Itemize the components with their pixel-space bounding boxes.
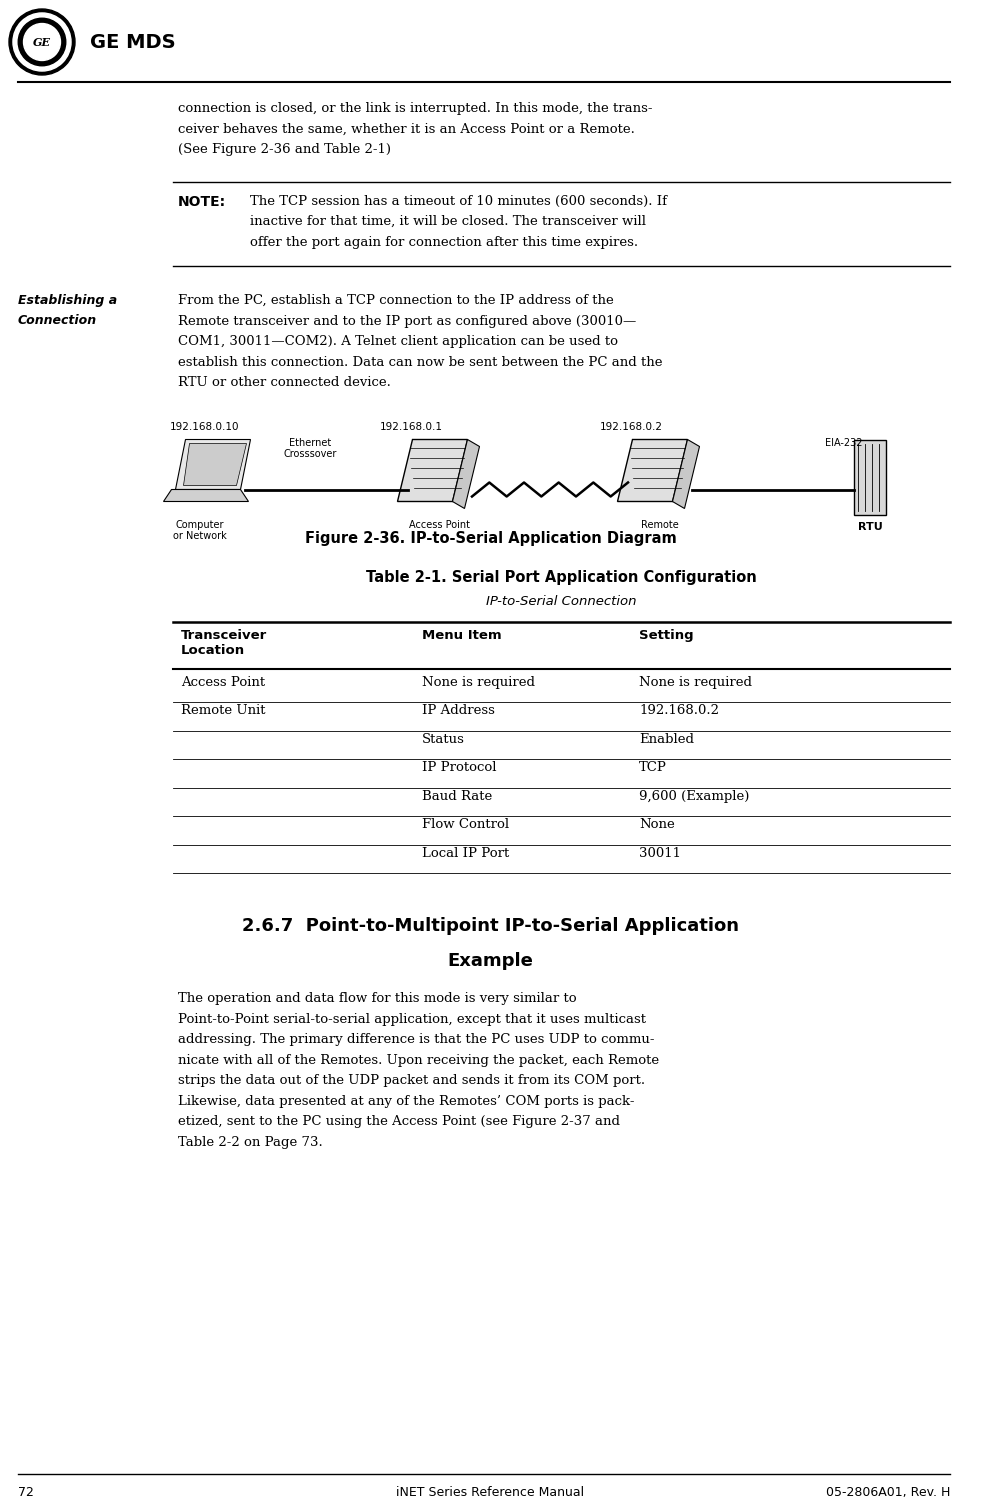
Text: Enabled: Enabled (640, 732, 695, 746)
Text: Flow Control: Flow Control (422, 818, 509, 832)
Text: connection is closed, or the link is interrupted. In this mode, the trans-: connection is closed, or the link is int… (178, 102, 652, 114)
Text: GE MDS: GE MDS (90, 33, 176, 51)
Text: Local IP Port: Local IP Port (422, 847, 509, 859)
Circle shape (19, 18, 66, 66)
Text: Baud Rate: Baud Rate (422, 790, 491, 803)
Text: 2.6.7  Point-to-Multipoint IP-to-Serial Application: 2.6.7 Point-to-Multipoint IP-to-Serial A… (242, 917, 739, 935)
Text: EIA-232: EIA-232 (825, 438, 862, 448)
Polygon shape (397, 439, 468, 501)
Text: Remote: Remote (642, 519, 679, 529)
Text: Table 2-1. Serial Port Application Configuration: Table 2-1. Serial Port Application Confi… (366, 570, 757, 585)
Text: 192.168.0.2: 192.168.0.2 (600, 421, 663, 432)
Text: inactive for that time, it will be closed. The transceiver will: inactive for that time, it will be close… (250, 215, 646, 229)
Text: 192.168.0.10: 192.168.0.10 (170, 421, 239, 432)
Text: 9,600 (Example): 9,600 (Example) (640, 790, 749, 803)
Text: None is required: None is required (640, 675, 752, 689)
Text: NOTE:: NOTE: (178, 194, 227, 209)
Text: Remote transceiver and to the IP port as configured above (30010—: Remote transceiver and to the IP port as… (178, 314, 637, 328)
Text: 05-2806A01, Rev. H: 05-2806A01, Rev. H (826, 1486, 950, 1499)
Text: Establishing a: Establishing a (18, 293, 117, 307)
Text: nicate with all of the Remotes. Upon receiving the packet, each Remote: nicate with all of the Remotes. Upon rec… (178, 1053, 659, 1066)
Circle shape (9, 9, 75, 75)
Text: Connection: Connection (18, 314, 97, 328)
Text: strips the data out of the UDP packet and sends it from its COM port.: strips the data out of the UDP packet an… (178, 1074, 645, 1087)
Text: The operation and data flow for this mode is very similar to: The operation and data flow for this mod… (178, 993, 577, 1005)
Text: IP Address: IP Address (422, 704, 494, 717)
Text: TCP: TCP (640, 761, 667, 775)
Text: From the PC, establish a TCP connection to the IP address of the: From the PC, establish a TCP connection … (178, 293, 614, 307)
Text: RTU or other connected device.: RTU or other connected device. (178, 376, 390, 390)
Text: Setting: Setting (640, 629, 694, 642)
Polygon shape (164, 489, 248, 501)
Text: 30011: 30011 (640, 847, 681, 859)
Text: iNET Series Reference Manual: iNET Series Reference Manual (396, 1486, 585, 1499)
Text: Menu Item: Menu Item (422, 629, 501, 642)
Text: addressing. The primary difference is that the PC uses UDP to commu-: addressing. The primary difference is th… (178, 1033, 654, 1045)
Text: RTU: RTU (857, 522, 882, 532)
Text: Status: Status (422, 732, 465, 746)
Text: IP-to-Serial Connection: IP-to-Serial Connection (487, 594, 637, 608)
Text: Likewise, data presented at any of the Remotes’ COM ports is pack-: Likewise, data presented at any of the R… (178, 1095, 635, 1107)
Polygon shape (183, 444, 246, 486)
Text: Access Point: Access Point (409, 519, 471, 529)
Circle shape (13, 14, 71, 71)
Text: COM1, 30011—COM2). A Telnet client application can be used to: COM1, 30011—COM2). A Telnet client appli… (178, 335, 618, 347)
Text: Transceiver
Location: Transceiver Location (181, 629, 267, 657)
Text: None: None (640, 818, 675, 832)
Text: Point-to-Point serial-to-serial application, except that it uses multicast: Point-to-Point serial-to-serial applicat… (178, 1012, 646, 1026)
Text: Remote Unit: Remote Unit (181, 704, 266, 717)
Text: IP Protocol: IP Protocol (422, 761, 496, 775)
Circle shape (24, 24, 61, 60)
Text: ceiver behaves the same, whether it is an Access Point or a Remote.: ceiver behaves the same, whether it is a… (178, 122, 635, 135)
Text: etized, sent to the PC using the Access Point (see Figure 2-37 and: etized, sent to the PC using the Access … (178, 1114, 620, 1128)
Text: 192.168.0.2: 192.168.0.2 (640, 704, 719, 717)
Text: 192.168.0.1: 192.168.0.1 (380, 421, 443, 432)
Text: establish this connection. Data can now be sent between the PC and the: establish this connection. Data can now … (178, 355, 662, 368)
Text: Access Point: Access Point (181, 675, 265, 689)
Text: Example: Example (447, 952, 534, 970)
Text: The TCP session has a timeout of 10 minutes (600 seconds). If: The TCP session has a timeout of 10 minu… (250, 194, 667, 208)
Text: Figure 2-36. IP-to-Serial Application Diagram: Figure 2-36. IP-to-Serial Application Di… (305, 531, 676, 546)
Text: 72: 72 (18, 1486, 34, 1499)
Polygon shape (673, 439, 699, 508)
Text: Computer
or Network: Computer or Network (173, 519, 227, 541)
Polygon shape (176, 439, 250, 489)
Text: (See Figure 2-36 and Table 2-1): (See Figure 2-36 and Table 2-1) (178, 143, 391, 156)
Text: Table 2-2 on Page 73.: Table 2-2 on Page 73. (178, 1136, 323, 1149)
FancyBboxPatch shape (854, 439, 886, 514)
Polygon shape (617, 439, 688, 501)
Text: Ethernet
Crosssover: Ethernet Crosssover (284, 438, 336, 459)
Text: GE: GE (33, 36, 51, 48)
Text: None is required: None is required (422, 675, 535, 689)
Polygon shape (452, 439, 480, 508)
Text: offer the port again for connection after this time expires.: offer the port again for connection afte… (250, 236, 638, 248)
